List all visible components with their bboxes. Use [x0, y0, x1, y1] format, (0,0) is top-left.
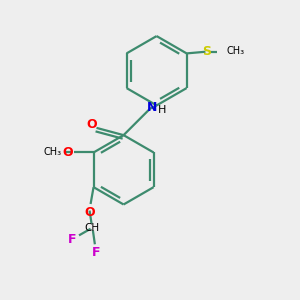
Text: O: O: [62, 146, 73, 159]
Text: F: F: [68, 233, 77, 246]
Text: N: N: [146, 101, 157, 114]
Text: S: S: [202, 45, 211, 58]
Text: CH₃: CH₃: [44, 147, 62, 157]
Text: H: H: [158, 105, 167, 116]
Text: CH₃: CH₃: [227, 46, 245, 56]
Text: CH: CH: [84, 223, 99, 233]
Text: O: O: [84, 206, 95, 219]
Text: O: O: [86, 118, 97, 131]
Text: F: F: [92, 246, 101, 260]
